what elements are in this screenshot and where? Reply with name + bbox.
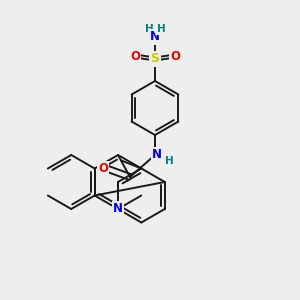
Text: O: O [130,50,140,62]
Text: O: O [170,50,180,62]
Text: N: N [150,31,160,44]
Text: S: S [151,52,160,65]
Text: N: N [152,148,162,161]
Text: N: N [113,202,123,215]
Text: H: H [165,156,173,166]
Text: H: H [145,24,153,34]
Text: H: H [157,24,165,34]
Text: O: O [98,163,108,176]
